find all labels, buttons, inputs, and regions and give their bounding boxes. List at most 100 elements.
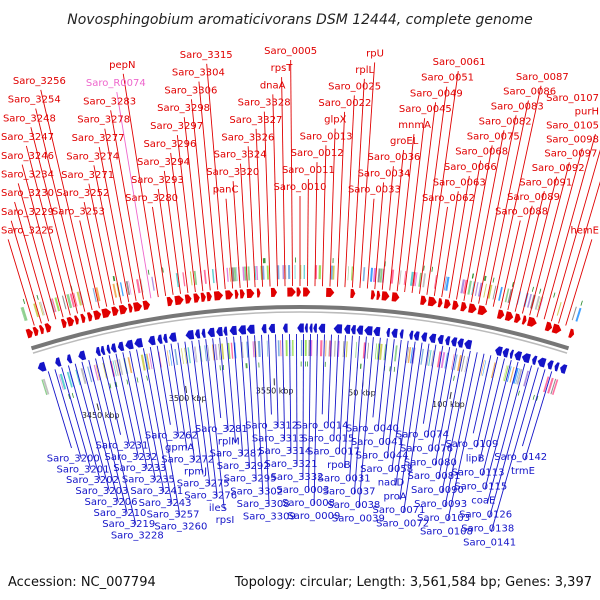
label-connector	[129, 350, 157, 481]
forward-gene-arrow	[86, 312, 93, 322]
outer-feature-block	[193, 270, 198, 285]
inner-feature-block	[552, 379, 559, 395]
gene-label: rplM	[218, 436, 240, 447]
outer-feature-block	[38, 301, 44, 316]
gene-label: Saro_3326	[221, 132, 274, 143]
gene-label: Saro_3262	[145, 431, 198, 442]
outer-feature-block	[504, 288, 510, 303]
gene-label: rpmJ	[184, 466, 207, 477]
gene-label: Saro_0115	[454, 481, 507, 492]
inner-feature-block	[509, 366, 515, 383]
forward-gene-arrow	[118, 304, 128, 315]
gene-label: rpU	[366, 48, 384, 59]
inner-feature-block	[436, 351, 442, 368]
gene-label: Saro_3225	[1, 226, 54, 237]
gene-label: Saro_0049	[410, 88, 463, 99]
outer-feature-block	[474, 281, 479, 296]
label-connector	[308, 334, 311, 493]
forward-gene-arrow	[496, 309, 505, 320]
label-connector	[426, 70, 459, 295]
gene-label: Saro_0090	[411, 485, 464, 496]
inner-feature-block	[430, 350, 435, 367]
outer-feature-block	[526, 293, 532, 308]
inner-feature-block	[80, 367, 87, 384]
reverse-gene-arrow	[207, 327, 215, 338]
reverse-gene-arrow	[509, 349, 514, 359]
gene-label: Saro_0036	[367, 152, 420, 163]
label-connector	[382, 339, 395, 445]
rna-marker	[305, 361, 306, 367]
outer-feature-block	[330, 265, 334, 280]
forward-gene-arrow	[381, 291, 390, 301]
label-connector	[550, 149, 600, 322]
gene-label: Saro_0075	[467, 131, 520, 142]
outer-feature-block	[372, 267, 377, 283]
rna-marker	[393, 366, 396, 372]
outer-feature-block	[556, 302, 562, 316]
gene-label: dnaA	[260, 80, 286, 91]
inner-feature-block	[158, 351, 162, 368]
label-connector	[205, 339, 225, 510]
outer-feature-block	[418, 272, 422, 287]
label-connector	[492, 85, 542, 307]
label-connector	[403, 343, 430, 513]
label-connector	[275, 334, 279, 428]
scale-tick	[449, 391, 452, 399]
gene-label: Saro_3327	[229, 115, 282, 126]
reverse-gene-arrow	[554, 362, 560, 372]
gene-label: Saro_3235	[122, 475, 175, 486]
forward-gene-arrow	[225, 290, 234, 300]
gene-label: Saro_3219	[102, 519, 155, 530]
gene-label: Saro_3247	[1, 132, 54, 143]
label-connector	[353, 336, 367, 495]
label-connector	[149, 346, 181, 516]
inner-feature-block	[194, 346, 198, 363]
inner-feature-block	[207, 344, 210, 361]
rna-marker	[126, 379, 129, 385]
reverse-gene-arrow	[495, 346, 503, 357]
rna-marker	[471, 273, 474, 279]
rna-marker	[531, 286, 534, 292]
inner-feature-block	[523, 370, 530, 387]
outer-feature-block	[410, 271, 414, 286]
gene-label: Saro_3274	[66, 151, 119, 162]
label-connector	[463, 145, 493, 301]
label-connector	[433, 206, 448, 296]
inner-feature-block	[345, 341, 348, 358]
gene-label: Saro_3228	[111, 530, 164, 541]
label-connector	[240, 336, 251, 468]
gene-label: Saro_0081	[408, 471, 461, 482]
label-connector	[338, 335, 346, 455]
label-connector	[447, 353, 485, 521]
outer-feature-block	[443, 276, 447, 291]
label-connector	[191, 340, 211, 485]
reverse-gene-arrow	[356, 325, 364, 335]
outer-feature-block	[229, 267, 231, 282]
outer-feature-block	[433, 274, 437, 289]
reverse-gene-arrow	[421, 332, 428, 342]
gene-label: Saro_0080	[404, 457, 457, 468]
label-connector	[521, 369, 546, 447]
gene-label: Saro_3320	[206, 167, 259, 178]
gene-label: Saro_0109	[445, 439, 498, 450]
gene-label: proA	[383, 491, 406, 502]
forward-gene-arrow	[568, 328, 575, 339]
rna-marker	[162, 267, 164, 273]
label-connector	[389, 150, 405, 291]
outer-feature-block	[467, 280, 472, 295]
gene-label: Saro_0015	[301, 434, 354, 445]
reverse-gene-arrow	[261, 324, 267, 334]
label-connector	[419, 86, 448, 294]
inner-feature-block	[464, 356, 469, 373]
rna-marker	[532, 394, 535, 400]
inner-feature-block	[342, 341, 345, 358]
gene-label: purH	[575, 107, 599, 118]
forward-gene-arrow	[551, 323, 562, 334]
genome-title: Novosphingobium aromaticivorans DSM 1244…	[67, 12, 532, 28]
reverse-gene-arrow	[66, 354, 73, 364]
label-connector	[35, 108, 86, 312]
rna-marker	[115, 381, 118, 387]
rna-marker	[511, 281, 514, 287]
label-connector	[198, 81, 219, 290]
